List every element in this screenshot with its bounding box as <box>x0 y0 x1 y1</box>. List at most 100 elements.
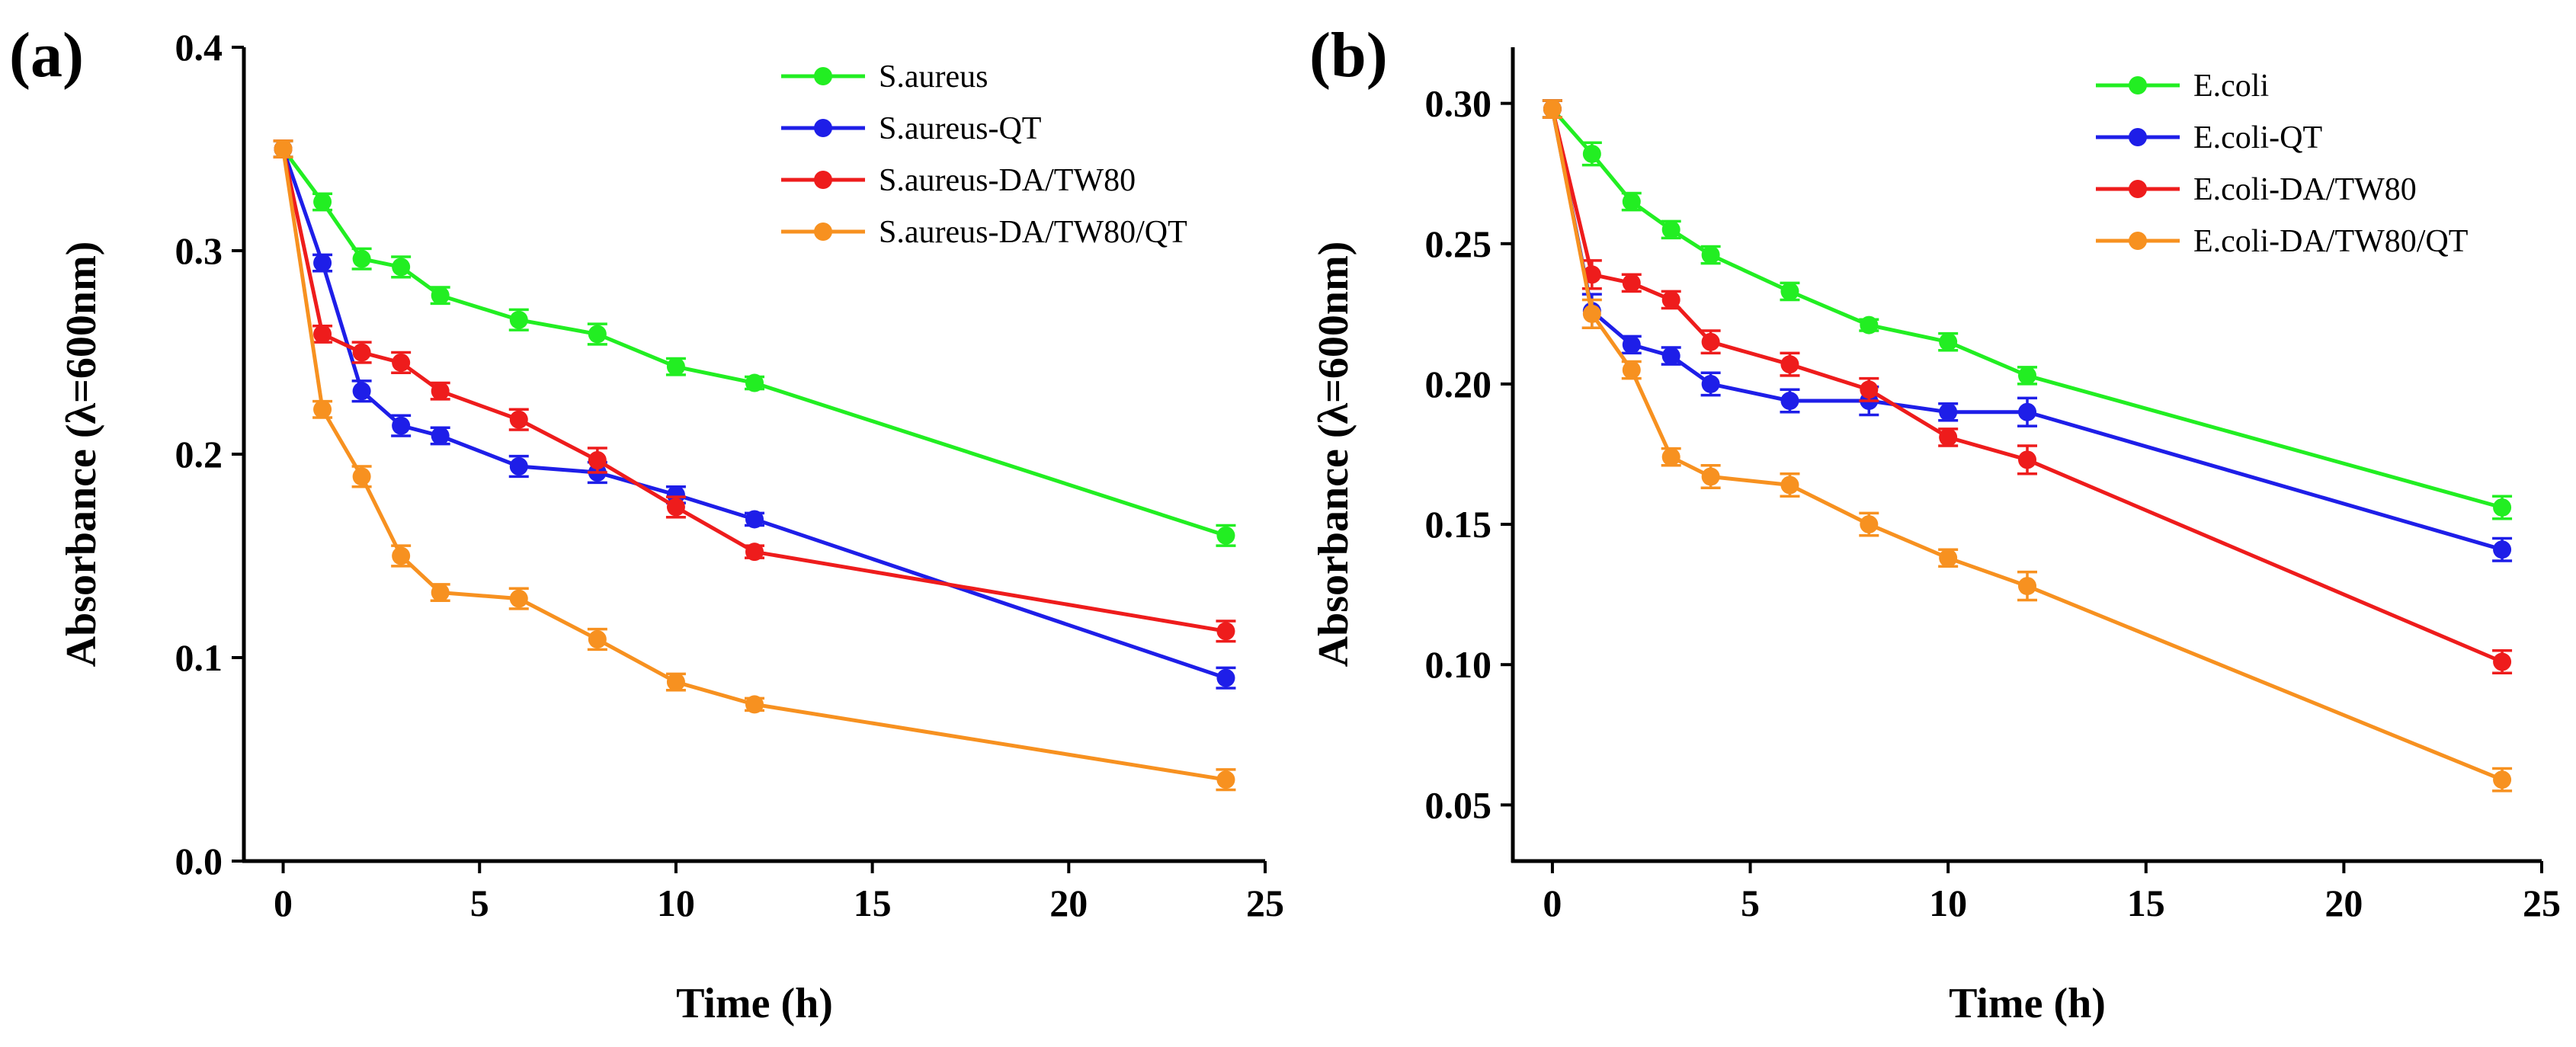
panel-b-legend-label: E.coli-DA/TW80 <box>2193 172 2417 207</box>
panel-b-legend: E.coli E.coli-QT E.coli-DA/TW80 E.coli-DA/T… <box>2096 69 2468 259</box>
panel-a-series-line <box>281 148 1226 633</box>
panel-a-y-tick-label: 0.0 <box>175 840 223 882</box>
panel-a-series-line <box>281 148 1227 680</box>
panel-b-data-point <box>2018 366 2036 385</box>
panel-a-x-tick-label: 5 <box>470 882 489 924</box>
panel-b-data-point <box>2493 652 2512 671</box>
panel-a-data-point <box>392 546 411 565</box>
panel-a-legend-marker <box>814 119 832 137</box>
panel-b-data-point <box>1780 475 1799 495</box>
panel-b-legend-marker <box>2129 76 2147 94</box>
panel-b-y-tick-label: 0.30 <box>1425 82 1492 125</box>
panel-b-data-point <box>1701 467 1720 486</box>
panel-b-data-point <box>1939 332 1958 351</box>
panel-b-y-tick-label: 0.05 <box>1425 783 1492 826</box>
panel-a-data-point <box>666 357 685 376</box>
panel-a-label: (a) <box>9 20 84 91</box>
panel-b-y-tick-label: 0.15 <box>1425 503 1492 546</box>
panel-a-data-point <box>745 695 764 714</box>
panel-b-data-point <box>1939 402 1958 421</box>
panel-b-data-point <box>2493 498 2512 517</box>
panel-a-data-point <box>313 325 332 344</box>
panel-b-data-point <box>1860 315 1879 335</box>
panel-a-data-point <box>509 310 528 329</box>
panel-a-y-tick-label: 0.3 <box>175 229 223 272</box>
panel-a-data-point <box>352 467 371 486</box>
panel-b-data-point <box>1622 360 1641 379</box>
panel-b-data-point <box>1582 144 1601 163</box>
panel-a-data-point <box>313 192 332 211</box>
panel-b-data-point <box>2493 770 2512 789</box>
panel-b-data-point <box>1661 220 1680 239</box>
panel-b-data-point <box>1661 347 1680 366</box>
panel-b-x-tick-label: 10 <box>1929 882 1967 924</box>
panel-b-series-1 <box>1542 99 2513 520</box>
panel-a-data-point <box>431 286 450 305</box>
panel-b-chart: (b) 0 5 10 15 20 25 0.05 0.10 0.15 0.20 0.25 0.30 Tim… <box>1309 20 2561 1027</box>
panel-b-legend-marker <box>2129 180 2147 198</box>
panel-a-data-point <box>588 451 607 470</box>
panel-b-data-point <box>1622 192 1641 211</box>
panel-b-data-point <box>2018 450 2036 469</box>
panel-a-data-point <box>431 426 450 445</box>
panel-a-legend-label: S.aureus-QT <box>879 111 1041 146</box>
panel-b-data-point <box>1661 290 1680 309</box>
panel-b-data-point <box>1780 355 1799 374</box>
panel-b-data-point <box>1701 332 1720 351</box>
panel-a-y-tick-label: 0.1 <box>175 636 223 679</box>
panel-b-x-axis-title: Time (h) <box>1949 980 2106 1027</box>
panel-a-data-point <box>313 254 332 273</box>
panel-a-data-point <box>392 353 411 372</box>
panel-a-y-tick-label: 0.4 <box>175 26 223 69</box>
panel-b-series-line <box>1550 108 2503 552</box>
panel-a-data-point <box>745 373 764 392</box>
panel-a-legend-marker <box>814 67 832 85</box>
panel-a-data-point <box>509 589 528 608</box>
panel-b-data-point <box>1939 549 1958 568</box>
panel-b-data-point <box>1661 447 1680 466</box>
panel-b-data-point <box>1622 335 1641 354</box>
panel-a-data-point <box>509 457 528 476</box>
panel-a-data-point <box>313 400 332 419</box>
panel-a-data-point <box>745 543 764 562</box>
panel-b-data-point <box>1582 265 1601 284</box>
panel-b-data-point <box>2018 577 2036 596</box>
panel-b-data-point <box>1780 282 1799 301</box>
panel-a-data-point <box>1216 770 1235 789</box>
panel-a-data-point <box>1216 622 1235 641</box>
panel-a-series-4 <box>273 139 1236 792</box>
panel-a-series-line <box>281 149 1226 782</box>
panel-a-legend-label: S.aureus-DA/TW80/QT <box>879 215 1187 250</box>
panel-a-legend-marker <box>814 223 832 241</box>
panel-b-data-point <box>1939 427 1958 447</box>
panel-a-x-tick-label: 15 <box>854 882 892 924</box>
panel-a-x-tick-label: 0 <box>274 882 293 924</box>
panel-b-data-point <box>1860 515 1879 534</box>
panel-b-series-2 <box>1542 99 2513 562</box>
panel-b-series-3 <box>1542 99 2513 675</box>
panel-a-series-3 <box>273 139 1236 643</box>
panel-a-chart: (a) 0 5 10 15 20 25 0.0 0.1 0.2 0.3 0.4 Time (h) Abso… <box>9 20 1284 1027</box>
panel-b-x-tick-label: 5 <box>1741 882 1760 924</box>
panel-b-legend-marker <box>2129 232 2147 250</box>
panel-a-series-1 <box>273 139 1236 547</box>
panel-b-label: (b) <box>1309 20 1388 91</box>
panel-b-data-point <box>1622 274 1641 293</box>
panel-a-data-point <box>352 382 371 401</box>
panel-a-data-point <box>392 258 411 277</box>
panel-a-data-point <box>1216 668 1235 687</box>
panel-a-legend: S.aureus S.aureus-QT S.aureus-DA/TW80 S.aur… <box>781 59 1187 250</box>
panel-b-data-point <box>1543 100 1562 119</box>
panel-b-data-point <box>1701 245 1720 264</box>
panel-a-data-point <box>1216 526 1235 545</box>
panel-b-series-line <box>1550 108 2504 782</box>
panel-b-legend-label: E.coli-QT <box>2193 120 2322 155</box>
panel-a-data-point <box>666 673 685 692</box>
panel-b-legend-marker <box>2129 128 2147 146</box>
panel-a-legend-label: S.aureus-DA/TW80 <box>879 163 1136 198</box>
panel-a-y-axis-title: Absorbance (λ=600nm) <box>58 242 105 668</box>
panel-b-y-tick-label: 0.20 <box>1425 363 1492 405</box>
panel-b-data-point <box>1701 374 1720 393</box>
panel-a-data-point <box>588 629 607 648</box>
